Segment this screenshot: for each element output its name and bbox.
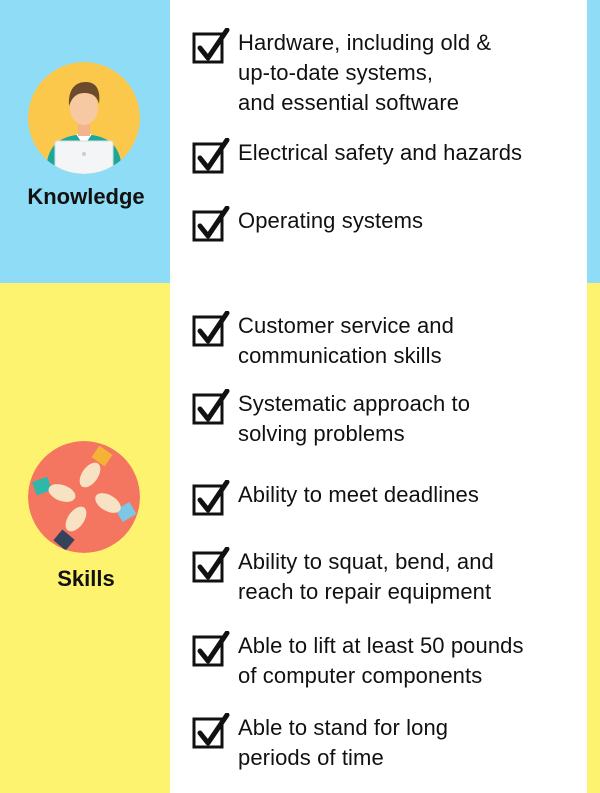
- checkbox-checked-icon: [192, 480, 230, 516]
- skills-item: Able to lift at least 50 pounds of compu…: [192, 631, 524, 691]
- knowledge-item-text: Hardware, including old & up-to-date sys…: [238, 30, 492, 115]
- checkbox-checked-icon: [192, 389, 230, 425]
- skills-item: Customer service and communication skill…: [192, 311, 454, 371]
- skills-item: Systematic approach to solving problems: [192, 389, 470, 449]
- content-panel: [170, 0, 587, 793]
- person-at-laptop-icon: [28, 62, 140, 174]
- knowledge-item: Operating systems: [192, 206, 423, 242]
- knowledge-item: Hardware, including old & up-to-date sys…: [192, 28, 491, 118]
- skills-item-text: Ability to meet deadlines: [238, 482, 479, 507]
- skills-item: Ability to squat, bend, and reach to rep…: [192, 547, 494, 607]
- skills-item-text: Systematic approach to solving problems: [238, 391, 471, 446]
- checkbox-checked-icon: [192, 311, 230, 347]
- skills-item: Able to stand for long periods of time: [192, 713, 448, 773]
- skills-item-text: Ability to squat, bend, and reach to rep…: [238, 549, 494, 604]
- checkbox-checked-icon: [192, 631, 230, 667]
- skills-item-text: Able to stand for long periods of time: [238, 715, 449, 770]
- joined-hands-icon: [28, 441, 140, 553]
- skills-label: Skills: [57, 566, 115, 591]
- checkbox-checked-icon: [192, 206, 230, 242]
- skills-item: Ability to meet deadlines: [192, 480, 479, 516]
- checkbox-checked-icon: [192, 547, 230, 583]
- knowledge-label: Knowledge: [27, 184, 145, 209]
- skills-item-text: Able to lift at least 50 pounds of compu…: [238, 633, 524, 688]
- knowledge-item: Electrical safety and hazards: [192, 138, 522, 174]
- checkbox-checked-icon: [192, 138, 230, 174]
- knowledge-item-text: Operating systems: [238, 208, 424, 233]
- checkbox-checked-icon: [192, 713, 230, 749]
- skills-item-text: Customer service and communication skill…: [238, 313, 454, 368]
- knowledge-item-text: Electrical safety and hazards: [238, 140, 523, 165]
- checkbox-checked-icon: [192, 28, 230, 64]
